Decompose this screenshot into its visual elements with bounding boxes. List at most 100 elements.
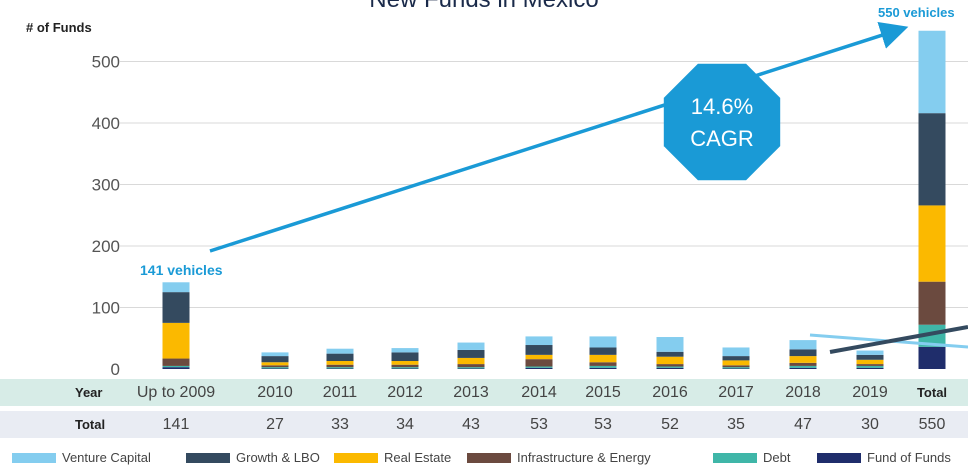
gridlines	[120, 61, 968, 308]
bar-segment	[656, 351, 684, 357]
bar-segment	[261, 365, 289, 368]
year-cell: 2012	[387, 383, 423, 401]
year-cell: 2016	[652, 383, 688, 401]
bar-segment	[391, 367, 419, 369]
bar-segment	[457, 364, 485, 368]
bar-segment	[457, 368, 485, 369]
bar-segment	[162, 322, 190, 359]
total-cell: 141	[162, 415, 190, 433]
bar-segment	[722, 360, 750, 366]
bar-segment	[722, 365, 750, 368]
year-cell: Total	[916, 385, 948, 400]
bar-segment	[856, 367, 884, 369]
bar-segment	[525, 367, 553, 369]
legend-label: Debt	[763, 450, 791, 465]
legend-label: Venture Capital	[62, 450, 151, 465]
year-cell: 2010	[257, 383, 293, 401]
year-cell: 2017	[718, 383, 754, 401]
bar-segment	[656, 337, 684, 352]
bar-segment	[856, 365, 884, 368]
total-cell: 550	[918, 415, 946, 433]
bar-segment	[391, 352, 419, 362]
bar-segment	[589, 362, 617, 366]
bar-segment	[391, 368, 419, 369]
legend-swatch	[713, 452, 757, 463]
legend-swatch	[817, 452, 861, 463]
total-cell: 35	[727, 415, 745, 433]
bar-segment	[722, 356, 750, 361]
cagr-octagon	[663, 63, 781, 181]
growth-trend-arrow	[209, 21, 909, 253]
bar-segment	[162, 282, 190, 293]
total-row-header: Total	[75, 417, 106, 432]
year-cell: 2013	[453, 383, 489, 401]
legend-swatch	[12, 452, 56, 463]
bar-segment	[656, 366, 684, 368]
bar-segment	[261, 356, 289, 363]
bar-segment	[918, 113, 946, 206]
bar-segment	[918, 30, 946, 114]
bars	[162, 30, 946, 369]
bar-segment	[326, 367, 354, 369]
trend-arrow-line	[209, 21, 909, 253]
legend-swatch	[186, 452, 230, 463]
year-row-header: Year	[75, 385, 103, 400]
total-cell: 43	[462, 415, 480, 433]
bar-segment	[391, 348, 419, 353]
overlay-line-dark	[829, 325, 968, 354]
bar-segment	[589, 347, 617, 355]
bar-segment	[162, 358, 190, 366]
bar-segment	[856, 364, 884, 366]
end-annotation: 550 vehicles	[878, 5, 955, 20]
y-tick-label: 500	[92, 53, 120, 72]
year-cell: 2011	[322, 383, 358, 401]
y-tick-label: 200	[92, 237, 120, 256]
bar-segment	[457, 349, 485, 358]
bar-segment	[525, 354, 553, 360]
bar-segment	[457, 342, 485, 350]
bar-segment	[457, 367, 485, 369]
bar-segment	[525, 366, 553, 368]
legend-label: Growth & LBO	[236, 450, 320, 465]
year-cell: Up to 2009	[136, 383, 216, 401]
bar-segment	[525, 359, 553, 367]
y-tick-label: 0	[111, 360, 120, 378]
legend-item: Debt	[713, 450, 790, 465]
bar-segment	[589, 365, 617, 368]
legend-item: Growth & LBO	[186, 450, 320, 465]
bar-segment	[856, 354, 884, 360]
total-cell: 52	[661, 415, 679, 433]
bar-segment	[457, 357, 485, 365]
y-tick-labels: 0 100 200 300 400 500	[92, 53, 120, 379]
total-cell: 47	[794, 415, 812, 433]
bar-segment	[525, 345, 553, 355]
y-axis-label: # of Funds	[26, 20, 92, 35]
legend-item: Real Estate	[334, 450, 451, 465]
total-cell: 34	[396, 415, 414, 433]
bar-segment	[391, 361, 419, 365]
bar-segment	[918, 205, 946, 282]
legend-item: Venture Capital	[12, 450, 151, 465]
bar-segment	[261, 362, 289, 366]
bar-segment	[391, 364, 419, 368]
legend-swatch	[467, 452, 511, 463]
bar-segment	[789, 340, 817, 350]
legend-item: Fund of Funds	[817, 450, 951, 465]
legend-label: Infrastructure & Energy	[517, 450, 651, 465]
bar-segment	[856, 359, 884, 365]
cagr-value: 14.6%	[691, 94, 753, 119]
bar-segment	[918, 346, 946, 369]
bar-segment	[326, 368, 354, 369]
total-bar-overlay-lines	[809, 325, 968, 354]
bar-segment	[856, 350, 884, 355]
cagr-badge: 14.6% CAGR	[663, 63, 781, 181]
bar-segment	[722, 367, 750, 369]
year-cell: 2015	[585, 383, 621, 401]
bar-segment	[261, 367, 289, 369]
bar-segment	[918, 324, 946, 347]
y-tick-label: 400	[92, 114, 120, 133]
start-annotation: 141 vehicles	[140, 262, 223, 278]
year-row: Year Up to 2009 2010 2011 2012 2013 2014 2015 2…	[0, 379, 968, 406]
bar-segment	[162, 292, 190, 323]
bar-segment	[789, 349, 817, 357]
